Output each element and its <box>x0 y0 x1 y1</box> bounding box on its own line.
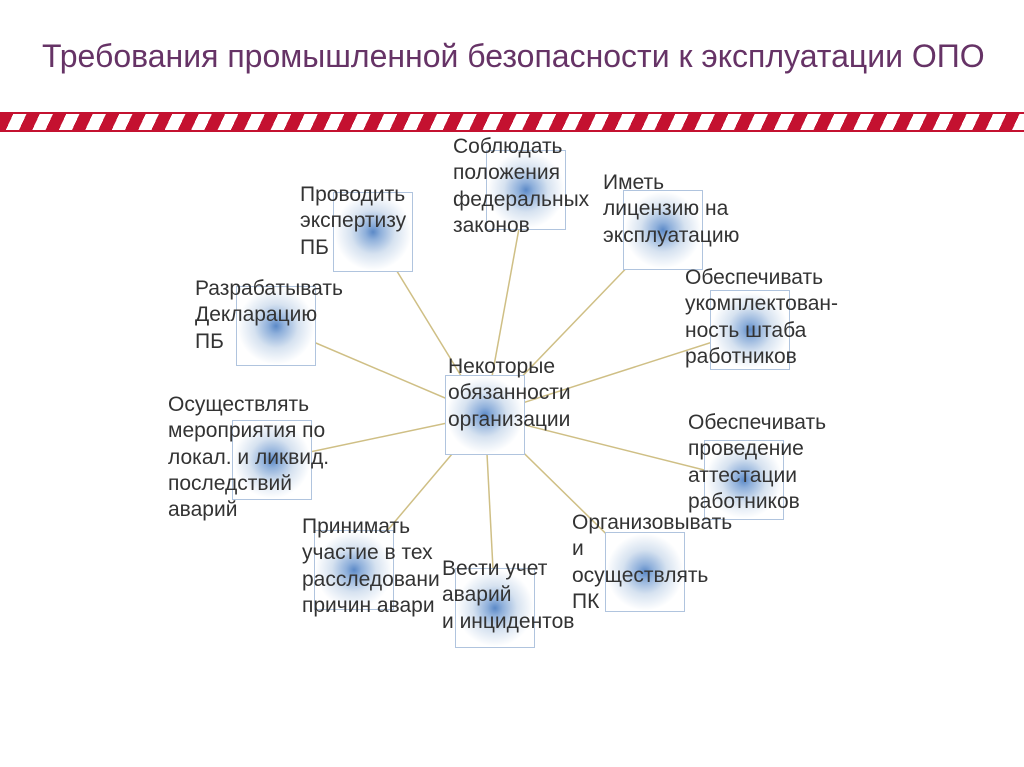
page-title: Требования промышленной безопасности к э… <box>42 38 985 75</box>
node-label-n5: Организовывать и осуществлять ПК <box>572 510 732 615</box>
node-label-n4: Обеспечивать проведение аттестации работ… <box>688 410 826 515</box>
node-label-n3: Обеспечивать укомплектован- ность штаба … <box>685 265 838 370</box>
node-label-n8: Осуществлять мероприятия по локал. и лик… <box>168 392 329 523</box>
node-label-n2: Иметь лицензию на эксплуатацию <box>603 170 739 249</box>
decorative-stripe <box>0 112 1024 132</box>
node-label-n9: Разрабатывать Декларацию ПБ <box>195 276 343 355</box>
node-label-center: Некоторые обязанности организации <box>448 354 571 433</box>
diagram-canvas: Некоторые обязанности организации Соблюда… <box>0 130 1024 750</box>
node-label-n10: Проводить экспертизу ПБ <box>300 182 406 261</box>
node-label-n6: Вести учет аварий и инцидентов <box>442 556 574 635</box>
node-label-n7: Принимать участие в тех расследовани при… <box>302 514 440 619</box>
node-label-n1: Соблюдать положения федеральных законов <box>453 134 589 239</box>
